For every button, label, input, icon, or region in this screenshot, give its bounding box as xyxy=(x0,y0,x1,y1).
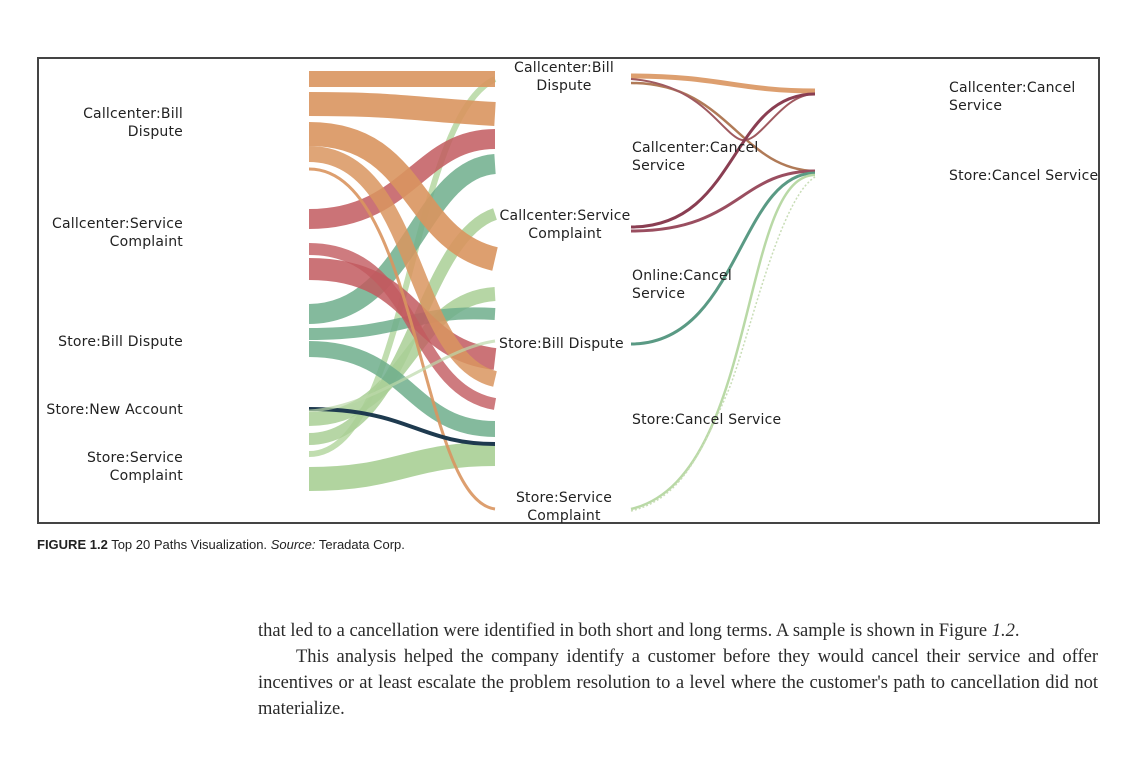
flow-s1-callbill-to-s2-storeservice xyxy=(308,167,496,511)
s2-store-bill-label: Store:Bill Dispute xyxy=(499,336,624,352)
flow-s1-storenew-cross xyxy=(308,339,496,413)
sankey-svg xyxy=(308,71,816,512)
s2-callcenter-bill-label: Callcenter:Bill Dispute xyxy=(514,60,614,94)
flow-s1-storeservice-to-s2-callservice xyxy=(308,208,498,445)
flow-s1-callbill-to-s2-storebill xyxy=(308,146,498,387)
s3-callcenter-cancel-label: Callcenter:Cancel Service xyxy=(632,140,759,174)
figure-ref: 1.2 xyxy=(991,621,1015,641)
s1-callcenter-service-label: Callcenter:Service Complaint xyxy=(52,216,183,250)
s2-callcenter-service-label: Callcenter:Service Complaint xyxy=(499,208,631,242)
flow-s2-callbill-to-s3-callcancel xyxy=(630,78,816,142)
s1-store-bill-label: Store:Bill Dispute xyxy=(58,334,183,350)
s4-store-cancel-label: Store:Cancel Service xyxy=(949,168,1099,184)
caption-source: Teradata Corp. xyxy=(318,537,405,552)
figure-caption: FIGURE 1.2 Top 20 Paths Visualization. S… xyxy=(37,537,405,552)
caption-number: FIGURE 1.2 xyxy=(37,537,108,552)
paragraph-1: that led to a cancellation were identifi… xyxy=(258,621,1020,641)
flow-s2-callservice-to-s4-storecancel xyxy=(630,169,816,233)
flow-s1-storeservice-to-s2-storebill xyxy=(308,287,496,426)
paragraph-2: This analysis helped the company identif… xyxy=(258,647,1098,719)
flow-s1-storeservice-to-s2-storeservice xyxy=(308,442,496,491)
sankey-figure: Callcenter:Bill Dispute Callcenter:Servic… xyxy=(37,57,1100,524)
s1-callcenter-bill-label: Callcenter:Bill Dispute xyxy=(83,106,183,140)
flow-s2-storeservice-to-s3-storecancel xyxy=(630,176,816,512)
flow-s2-callbill-to-s4-callcancel xyxy=(630,73,816,94)
flow-s2-storebill-to-s4-storecancel xyxy=(630,171,816,346)
s1-store-service-label: Store:Service Complaint xyxy=(86,450,183,484)
caption-title: Top 20 Paths Visualization. xyxy=(111,537,268,552)
s3-online-cancel-label: Online:Cancel Service xyxy=(632,268,732,302)
flow-s1-callbill-to-s2-callservice xyxy=(308,122,499,271)
s2-store-service-label: Store:Service Complaint xyxy=(515,490,613,524)
flow-s2-storeservice-to-s4-storecancel xyxy=(630,173,816,511)
flow-s1-storenew-to-s2-storebill xyxy=(308,407,496,446)
body-text: that led to a cancellation were identifi… xyxy=(258,618,1098,722)
flow-s1-storebill-to-s2-storeservice xyxy=(308,341,496,437)
caption-source-label: Source: xyxy=(270,537,316,552)
s1-store-new-label: Store:New Account xyxy=(46,402,183,418)
s3-store-cancel-label: Store:Cancel Service xyxy=(632,412,782,428)
flow-s2-callbill-to-s4-storecancel xyxy=(630,81,816,173)
s4-callcenter-cancel-label: Callcenter:Cancel Service xyxy=(949,80,1076,114)
flow-s2-callservice-to-s4-callcancel xyxy=(630,92,816,229)
page-running-header xyxy=(38,6,458,24)
flow-s1-callbill-to-s2-callbill-b xyxy=(308,92,496,126)
